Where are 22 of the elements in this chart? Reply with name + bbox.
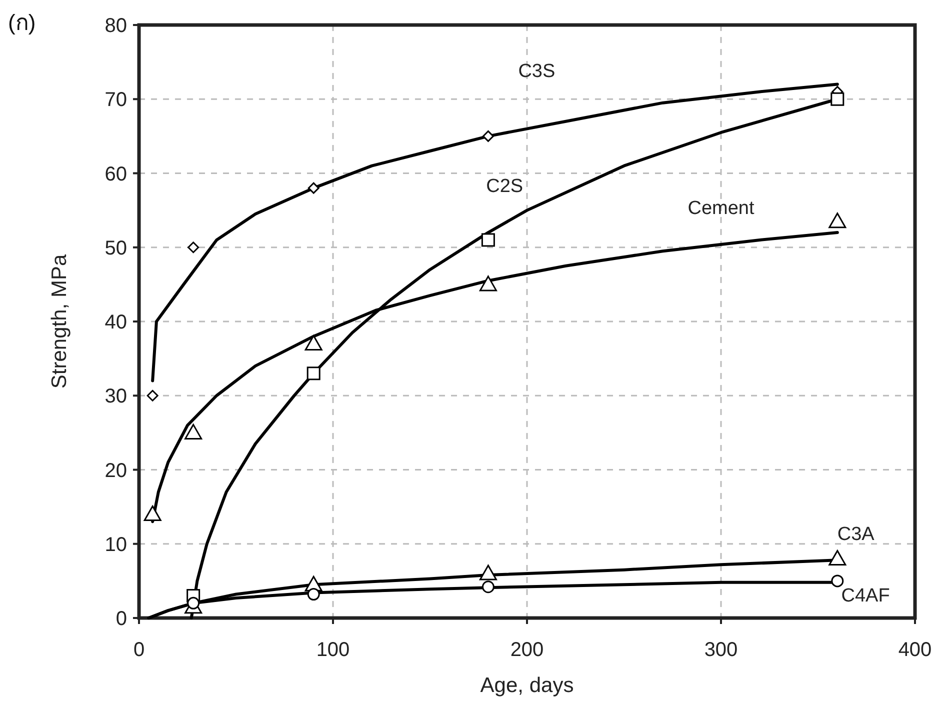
x-tick-label: 200 bbox=[510, 639, 544, 661]
y-axis-title: Strength, MPa bbox=[48, 254, 71, 389]
text: (ก) bbox=[8, 10, 36, 35]
series-label: C2S bbox=[486, 176, 524, 197]
series-label: C3A bbox=[837, 524, 875, 546]
y-tick-label: 80 bbox=[104, 15, 127, 37]
x-axis-title: Age, days bbox=[480, 674, 574, 697]
x-tick-label: 100 bbox=[316, 639, 350, 661]
x-tick-label: 300 bbox=[704, 639, 738, 661]
x-tick-label: 400 bbox=[898, 639, 932, 661]
y-tick-label: 10 bbox=[104, 534, 127, 556]
y-tick-label: 60 bbox=[104, 163, 127, 186]
series-label: C4AF bbox=[841, 586, 890, 607]
y-tick-label: 70 bbox=[104, 89, 127, 112]
text: C3S bbox=[518, 60, 556, 82]
y-tick-label: 30 bbox=[104, 386, 127, 408]
y-tick-label: 40 bbox=[104, 312, 127, 334]
y-tick-label: 50 bbox=[104, 237, 127, 260]
y-tick-label: 0 bbox=[116, 608, 127, 630]
series-label: Cement bbox=[688, 198, 755, 220]
x-tick-label: 0 bbox=[133, 639, 145, 661]
y-tick-label: 20 bbox=[104, 460, 127, 482]
